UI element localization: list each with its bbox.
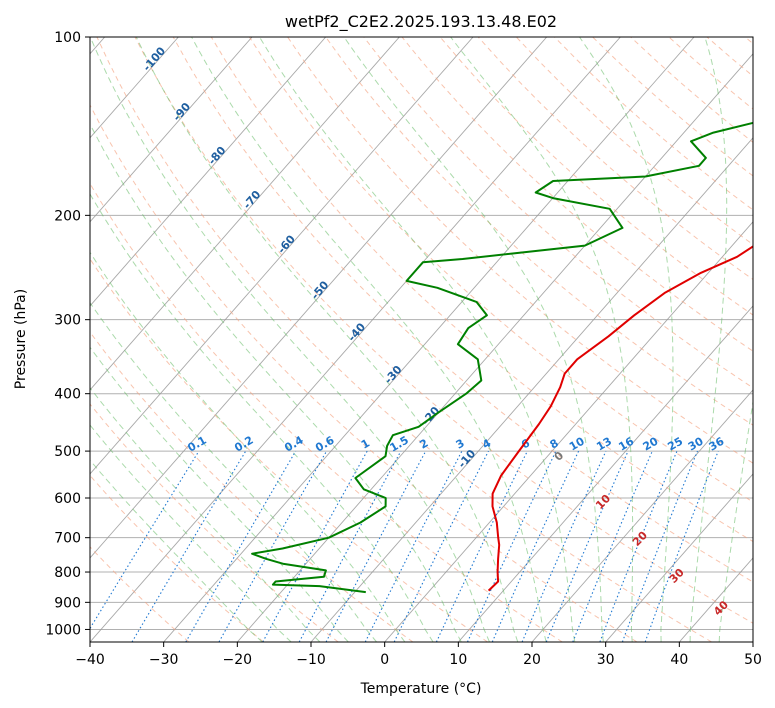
- mixing-ratio-line: [545, 450, 629, 642]
- moist-adiabat-line: [90, 123, 462, 642]
- mixing-ratio-line: [599, 450, 678, 642]
- isotherm-line: [531, 389, 753, 642]
- dry-adiabat-line: [90, 258, 488, 642]
- y-tick-label: 900: [54, 595, 81, 611]
- x-tick-label: 10: [449, 652, 467, 668]
- profiles: [251, 121, 753, 594]
- y-tick-label: 100: [54, 30, 81, 46]
- moist-adiabat-line: [90, 346, 349, 642]
- isotherm-line: [384, 221, 753, 642]
- dry-adiabat-line: [90, 403, 339, 642]
- isotherm-line: [236, 53, 753, 642]
- x-axis-label: Temperature (°C): [360, 681, 482, 697]
- mixing-ratio-line: [298, 450, 402, 642]
- dry-adiabat-line: [90, 331, 414, 642]
- dewpoint-profile: [251, 121, 753, 594]
- moist-adiabat-line: [90, 37, 490, 642]
- mixing-ratio-line: [364, 450, 463, 642]
- mixing-ratio-line: [90, 450, 200, 630]
- mixing-ratio-line: [491, 450, 580, 642]
- moist-adiabat-line: [259, 37, 576, 642]
- y-tick-label: 300: [54, 313, 81, 329]
- y-tick-label: 700: [54, 531, 81, 547]
- moist-adiabat-line: [90, 387, 321, 642]
- y-axis-label: Pressure (hPa): [13, 289, 29, 389]
- mixing-ratio-line: [218, 450, 328, 642]
- isotherm-line: [90, 37, 327, 307]
- isotherm-line: [457, 305, 753, 642]
- isotherm-line: [163, 37, 695, 642]
- moist-adiabat-line: [718, 398, 753, 642]
- mixing-ratio-line: [644, 450, 719, 642]
- dry-adiabat-line: [401, 37, 753, 352]
- moist-adiabat-line: [90, 193, 434, 642]
- plot-frame: [89, 36, 754, 643]
- temperature-profile: [487, 245, 753, 592]
- moist-adiabat-line: [90, 459, 263, 642]
- mixing-ratio-line: [572, 450, 653, 642]
- moist-adiabat-line: [191, 37, 547, 642]
- chart-title: wetPf2_C2E2.2025.193.13.48.E02: [285, 12, 557, 32]
- moist-adiabat-line: [90, 251, 406, 642]
- moist-adiabat-line: [90, 301, 377, 642]
- y-axis: 100 200 300 400 500 600 700 800 900 1000: [45, 30, 90, 638]
- isotherm-line: [605, 473, 753, 642]
- x-axis: −40 −30 −20 −10 0 10 20 30 40 50: [75, 642, 762, 668]
- x-tick-label: −20: [223, 652, 253, 668]
- moist-adiabat-line: [450, 37, 634, 642]
- y-tick-label: 400: [54, 387, 81, 403]
- x-tick-label: 20: [523, 652, 541, 668]
- moist-adiabat-line: [135, 37, 519, 642]
- moist-adiabat-line: [579, 37, 674, 642]
- dry-adiabat-line: [90, 182, 563, 642]
- moist-adiabat-line: [689, 37, 728, 642]
- x-tick-label: −30: [149, 652, 179, 668]
- isotherm-line: [90, 37, 621, 642]
- y-tick-label: 1000: [45, 622, 81, 638]
- mixing-ratio-line: [621, 450, 699, 642]
- y-tick-label: 800: [54, 565, 81, 581]
- x-tick-label: 40: [670, 652, 688, 668]
- dry-adiabat-line: [96, 37, 712, 642]
- isotherm-line: [90, 37, 548, 559]
- mixing-ratio-line: [521, 450, 607, 642]
- background-lines: [90, 37, 753, 642]
- dry-adiabat-line: [172, 37, 753, 583]
- dry-adiabat-line: [90, 474, 264, 642]
- x-tick-label: 50: [744, 652, 762, 668]
- x-tick-label: −40: [75, 652, 105, 668]
- dry-adiabat-line: [325, 37, 753, 426]
- isotherm-line: [90, 37, 253, 223]
- y-tick-label: 500: [54, 444, 81, 460]
- x-tick-label: −10: [296, 652, 326, 668]
- x-tick-label: 0: [380, 652, 389, 668]
- dry-adiabat-line: [134, 37, 753, 624]
- y-tick-label: 200: [54, 208, 81, 224]
- isotherm-line: [90, 37, 400, 391]
- dry-adiabat-line: [287, 37, 753, 464]
- isotherm-line: [90, 37, 474, 475]
- x-tick-label: 30: [597, 652, 615, 668]
- isotherm-line: [310, 137, 753, 642]
- moist-adiabat-line: [343, 37, 604, 642]
- y-tick-label: 600: [54, 491, 81, 507]
- mixing-ratio-line: [393, 450, 489, 642]
- mixing-ratio-line: [262, 450, 368, 642]
